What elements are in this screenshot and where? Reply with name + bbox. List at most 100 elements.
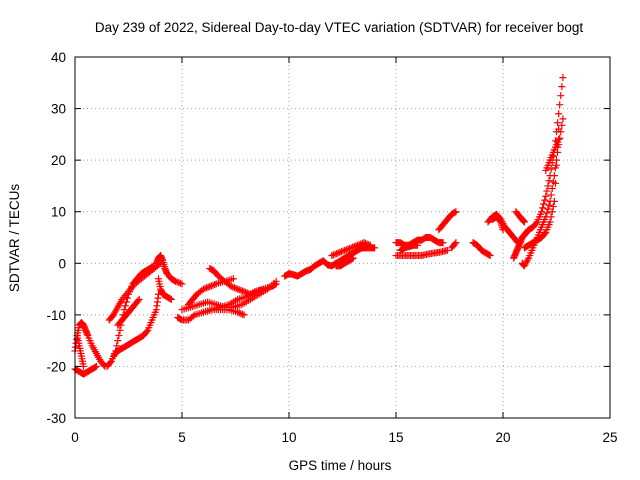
y-tick-label: 30: [51, 102, 66, 117]
data-series-arc-ad: [542, 136, 563, 174]
data-point: [485, 251, 493, 259]
y-tick-label: 20: [51, 153, 66, 168]
data-point: [253, 288, 261, 296]
data-point: [258, 286, 266, 294]
data-point: [329, 251, 337, 259]
data-point: [540, 200, 548, 208]
data-point: [347, 244, 355, 252]
data-point: [357, 240, 365, 248]
data-series-arc-p: [328, 239, 374, 260]
data-series-arc-g: [114, 295, 143, 329]
data-point: [336, 248, 344, 256]
data-point: [553, 161, 560, 169]
data-point: [557, 92, 565, 100]
data-point: [355, 241, 363, 249]
data-point: [166, 295, 174, 303]
data-point: [556, 101, 564, 109]
data-series-arc-s: [392, 246, 451, 260]
data-point: [206, 282, 214, 290]
data-point: [230, 284, 238, 292]
data-point: [92, 362, 100, 370]
data-point: [554, 119, 562, 127]
data-point: [543, 209, 551, 217]
data-point: [238, 287, 246, 295]
data-point: [113, 342, 121, 350]
data-point: [443, 246, 451, 254]
data-point: [116, 326, 124, 334]
data-point: [413, 241, 421, 249]
data-series-arc-a: [71, 319, 109, 370]
data-point: [365, 241, 373, 249]
data-point: [91, 363, 99, 371]
data-point: [122, 298, 130, 306]
y-tick-label: -20: [46, 359, 66, 374]
data-series-arc-f: [110, 290, 162, 360]
data-series-arc-ab: [518, 115, 567, 270]
plot-frame: [74, 56, 611, 419]
data-point: [555, 136, 563, 144]
data-point: [451, 240, 459, 248]
data-point: [547, 191, 555, 199]
data-point: [143, 328, 151, 336]
data-point: [243, 289, 251, 297]
data-point: [240, 311, 248, 319]
data-point: [203, 284, 211, 292]
y-tick-label: 0: [58, 256, 66, 271]
data-point: [548, 208, 556, 216]
data-point: [342, 246, 350, 254]
data-point: [135, 295, 143, 303]
data-point: [542, 192, 550, 200]
data-point: [353, 241, 361, 249]
data-point: [246, 290, 254, 298]
data-point: [106, 359, 114, 367]
data-point: [452, 239, 460, 247]
x-tick-label: 0: [71, 430, 79, 445]
data-point: [547, 165, 555, 173]
data-point: [234, 285, 242, 293]
data-point: [486, 252, 494, 260]
data-series-arc-c: [73, 331, 88, 370]
data-point: [242, 288, 250, 296]
data-point: [234, 308, 242, 316]
data-point: [550, 172, 558, 180]
data-point: [350, 243, 358, 251]
data-point: [173, 278, 181, 286]
data-point: [532, 219, 540, 227]
data-point: [248, 290, 256, 298]
data-point: [337, 248, 345, 256]
x-tick-label: 25: [602, 430, 617, 445]
data-point: [235, 286, 243, 294]
data-point: [439, 239, 447, 247]
data-series-arc-n: [199, 306, 248, 319]
data-point: [240, 288, 248, 296]
data-point: [237, 310, 245, 318]
data-series-arc-m: [206, 264, 276, 298]
x-tick-label: 10: [281, 430, 296, 445]
data-point: [189, 312, 197, 320]
data-point: [545, 177, 553, 185]
data-point: [550, 197, 558, 205]
data-point: [452, 208, 460, 216]
data-point: [352, 242, 360, 250]
data-point: [345, 244, 353, 252]
data-point: [499, 226, 507, 234]
y-tick-label: 10: [51, 205, 66, 220]
data-point: [558, 121, 566, 129]
data-point: [544, 205, 552, 213]
data-point: [238, 310, 246, 318]
data-series-arc-w: [469, 239, 494, 260]
data-point: [362, 239, 370, 247]
data-point: [199, 285, 207, 293]
axis-ticks: 0 5 10 15 20 25 -30 -20 -10 0 10 20 30 40: [46, 50, 617, 445]
x-axis-label: GPS time / hours: [289, 458, 392, 473]
data-point: [333, 250, 341, 258]
data-series-arc-r: [392, 234, 447, 249]
data-series-arc-y: [488, 213, 507, 234]
y-tick-label: -10: [46, 308, 66, 323]
data-point: [328, 252, 336, 260]
data-point: [176, 279, 184, 287]
data-point: [349, 254, 357, 262]
data-point: [178, 280, 186, 288]
data-series-arc-u: [435, 208, 460, 234]
